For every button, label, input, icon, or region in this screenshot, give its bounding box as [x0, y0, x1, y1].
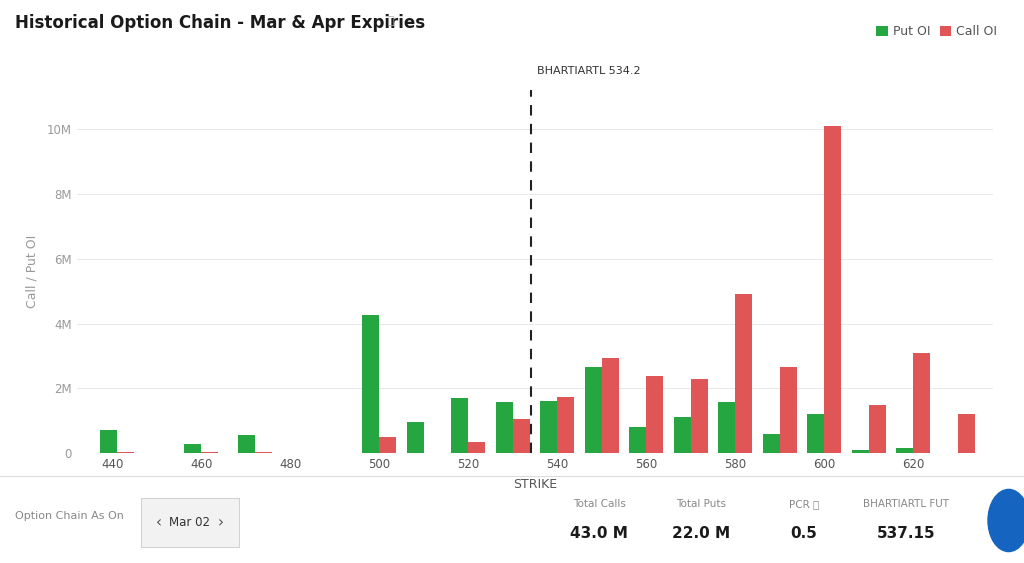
Text: Total Calls: Total Calls	[572, 499, 626, 509]
Text: 537.15: 537.15	[877, 526, 936, 541]
Text: Historical Option Chain - Mar & Apr Expiries: Historical Option Chain - Mar & Apr Expi…	[15, 14, 426, 32]
Bar	[779, 367, 797, 453]
Bar	[646, 376, 664, 453]
Text: 43.0 M: 43.0 M	[570, 526, 628, 541]
Bar	[541, 401, 557, 453]
Bar	[468, 442, 485, 453]
Bar	[496, 403, 513, 453]
Bar	[117, 452, 134, 453]
Bar	[452, 398, 468, 453]
Text: 0.5: 0.5	[791, 526, 817, 541]
Text: BHARTIARTL FUT: BHARTIARTL FUT	[863, 499, 949, 509]
Legend: Put OI, Call OI: Put OI, Call OI	[871, 20, 1002, 43]
X-axis label: STRIKE: STRIKE	[513, 478, 557, 491]
Y-axis label: Call / Put OI: Call / Put OI	[26, 235, 39, 309]
Bar	[255, 452, 271, 453]
Bar	[630, 427, 646, 453]
Bar	[238, 435, 255, 453]
Text: ›: ›	[218, 515, 224, 530]
Text: Total Puts: Total Puts	[677, 499, 726, 509]
Bar	[557, 397, 574, 453]
Bar	[585, 367, 602, 453]
Bar	[763, 434, 779, 453]
Bar	[913, 352, 930, 453]
Text: Option Chain As On: Option Chain As On	[15, 511, 124, 521]
Bar	[362, 315, 379, 453]
Text: PCR ⓘ: PCR ⓘ	[788, 499, 819, 509]
Bar	[202, 452, 218, 453]
Circle shape	[988, 489, 1024, 552]
Text: 22.0 M: 22.0 M	[673, 526, 730, 541]
Text: ‹: ‹	[156, 515, 162, 530]
Bar	[674, 417, 691, 453]
Bar	[407, 422, 424, 453]
Bar	[691, 379, 708, 453]
Bar	[957, 414, 975, 453]
Bar	[824, 126, 841, 453]
Bar	[602, 358, 618, 453]
Bar	[100, 430, 117, 453]
Bar	[852, 450, 868, 453]
Bar	[513, 418, 529, 453]
Bar	[868, 405, 886, 453]
Bar	[807, 414, 824, 453]
Bar	[184, 444, 202, 453]
Text: ⓘ: ⓘ	[387, 16, 393, 26]
Text: Mar 02: Mar 02	[169, 516, 211, 529]
Bar	[379, 437, 396, 453]
Bar	[896, 448, 913, 453]
Bar	[735, 294, 753, 453]
Bar	[719, 403, 735, 453]
Text: BHARTIARTL 534.2: BHARTIARTL 534.2	[537, 66, 640, 76]
